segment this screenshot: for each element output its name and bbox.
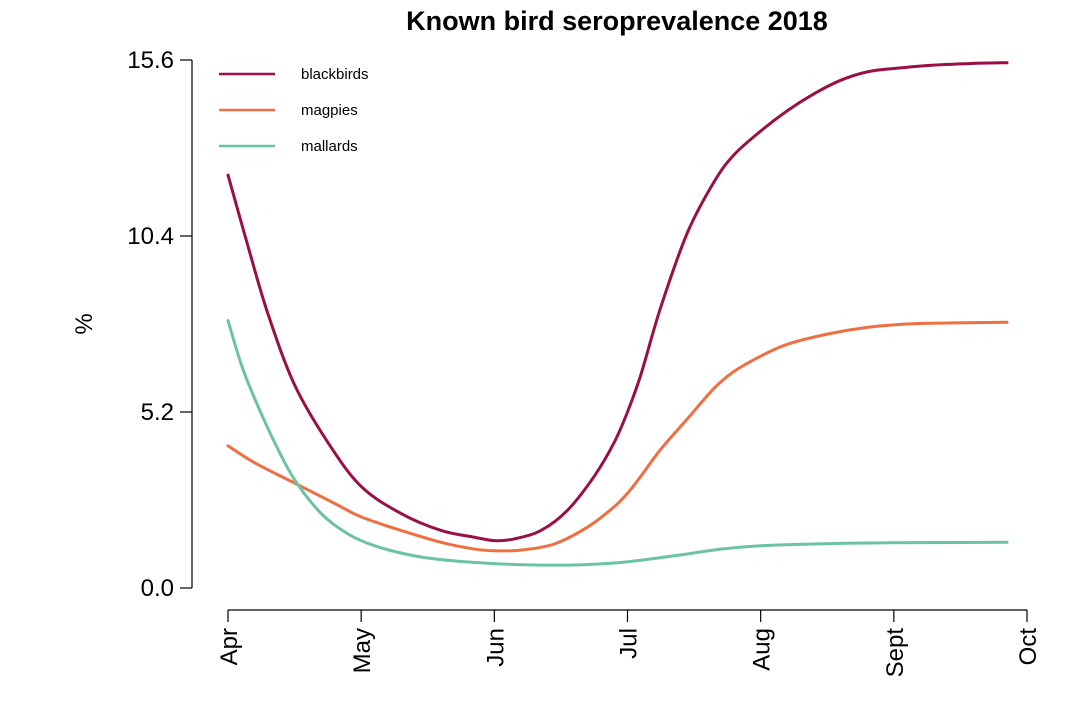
x-axis: Apr May Jun Jul Aug Sept Oct [216,609,1042,678]
y-axis-label: % [71,313,98,334]
y-tick-label: 0.0 [141,575,174,602]
series-line-magpies [226,320,1009,553]
x-tick-label: Aug [749,628,776,671]
legend-label-blackbirds: blackbirds [301,66,369,83]
chart-title: Known bird seroprevalence 2018 [406,6,828,36]
y-tick-label: 15.6 [127,47,174,74]
y-tick-label: 10.4 [127,223,174,250]
x-tick-label: Oct [1015,628,1042,666]
y-axis: 0.0 5.2 10.4 15.6 [127,47,193,602]
x-tick-label: Jun [482,628,509,667]
series-line-blackbirds [226,61,1009,543]
series-line-mallards [226,319,1009,567]
x-tick-label: Sept [882,628,909,678]
x-tick-label: May [349,628,376,673]
series-layer [226,61,1009,567]
y-tick-label: 5.2 [141,399,174,426]
legend: blackbirds magpies mallards [219,66,369,155]
legend-label-mallards: mallards [301,138,358,155]
legend-label-magpies: magpies [301,102,358,119]
x-tick-label: Jul [616,628,643,659]
x-tick-label: Apr [216,628,243,665]
